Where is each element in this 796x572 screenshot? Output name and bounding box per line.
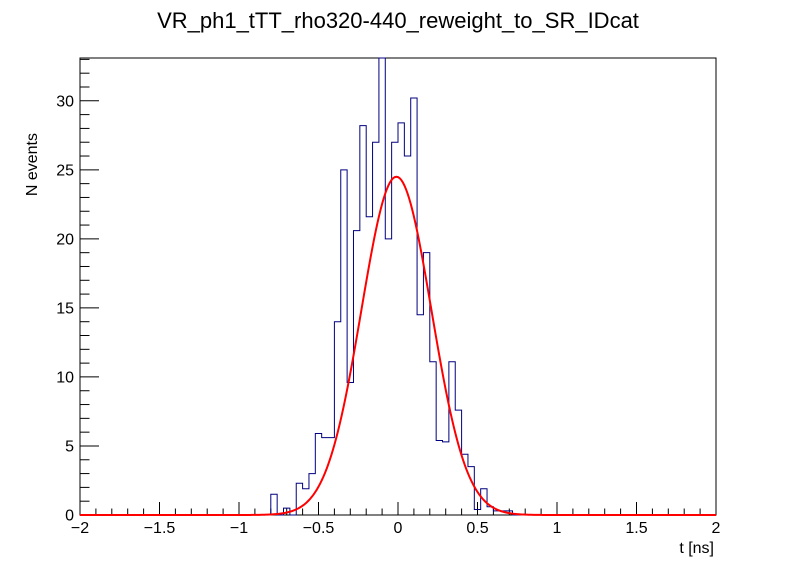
y-tick-label: 5: [65, 438, 74, 455]
y-axis: 0 5 10 15 20 25 30: [56, 58, 99, 525]
x-tick-label: −1.5: [144, 520, 176, 537]
histogram-line: [80, 57, 716, 516]
x-tick-label: −1: [230, 520, 248, 537]
histogram-series: [80, 57, 716, 516]
x-tick-label: 0.5: [466, 520, 488, 537]
y-tick-label: 20: [56, 231, 74, 248]
x-axis: −2 −1.5 −1 −0.5 0 0.5 1 1.5 2: [71, 502, 721, 537]
y-axis-label: N events: [24, 133, 41, 196]
x-axis-label: t [ns]: [679, 540, 714, 557]
x-tick-label: 0: [394, 520, 403, 537]
y-tick-label: 30: [56, 93, 74, 110]
y-tick-label: 0: [65, 508, 74, 525]
x-tick-label: −0.5: [303, 520, 335, 537]
y-tick-label: 15: [56, 300, 74, 317]
y-tick-label: 25: [56, 162, 74, 179]
fit-series: [80, 175, 716, 516]
x-tick-label: −2: [71, 520, 89, 537]
x-tick-label: 2: [712, 520, 721, 537]
y-tick-label: 10: [56, 369, 74, 386]
gaussian-fit-curve: [80, 175, 716, 516]
chart-title: VR_ph1_tTT_rho320-440_reweight_to_SR_IDc…: [157, 8, 639, 33]
x-tick-label: 1: [553, 520, 562, 537]
x-tick-label: 1.5: [625, 520, 647, 537]
